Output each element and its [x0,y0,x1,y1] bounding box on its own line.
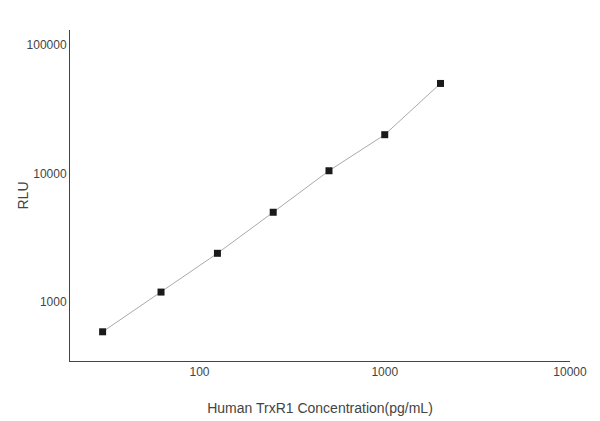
svg-text:1000: 1000 [40,295,67,309]
svg-text:Human TrxR1 Concentration(pg/m: Human TrxR1 Concentration(pg/mL) [207,400,433,416]
svg-text:10000: 10000 [33,167,67,181]
svg-text:100000: 100000 [27,38,67,52]
svg-text:1000: 1000 [371,365,398,379]
svg-text:10000: 10000 [553,365,587,379]
svg-text:100: 100 [189,365,209,379]
svg-text:RLU: RLU [15,181,31,209]
